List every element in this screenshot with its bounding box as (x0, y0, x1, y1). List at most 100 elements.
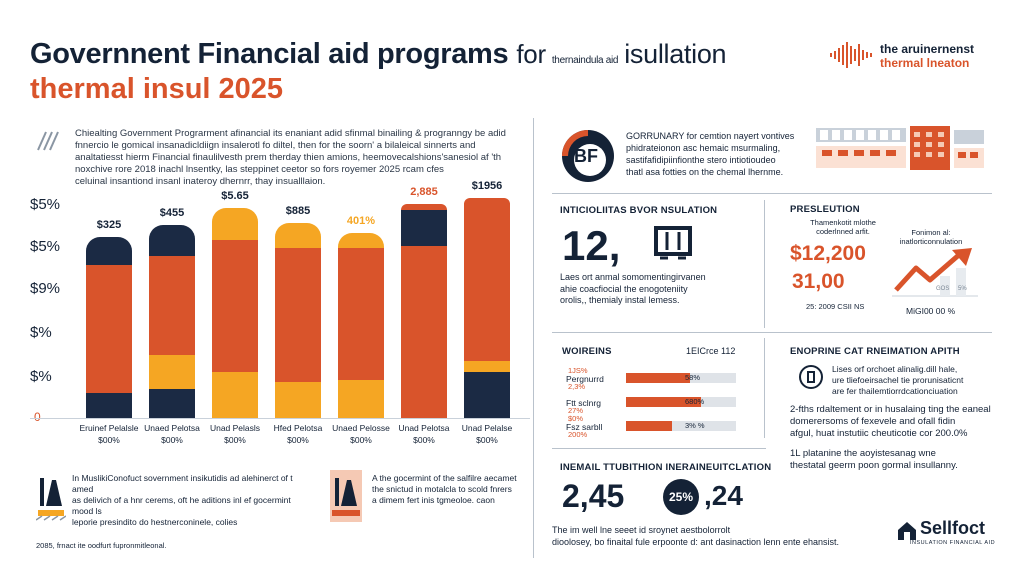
insulation-desc: Laes ort anmal somomentingirvanen ahie c… (560, 272, 706, 305)
hbar-fill (626, 373, 690, 383)
footer-bottom-note: 2085, frnact ite oodfurt fupronmitleonal… (36, 541, 167, 550)
bar-segment (275, 382, 321, 418)
bottom-logo-sub: INSULATION FINANCIAL AID (910, 540, 996, 546)
title-insulation: isullation (624, 39, 727, 69)
insulation-icon (36, 470, 66, 522)
brand-tagline: thermal lneaton (880, 56, 970, 70)
bar-segment (149, 355, 195, 389)
hbar-fill (626, 397, 701, 407)
bf-logo-icon (562, 130, 614, 182)
footer-note-1: In MuslikiConofuct sovernment insikutidi… (72, 473, 293, 527)
bar-segment (149, 388, 195, 418)
category-name: Unad Pelalse (461, 423, 513, 433)
insulation-icon (330, 470, 362, 522)
mini-chart-title: Fonimon al: inatlorticonnulation (899, 228, 963, 246)
y-tick-label: 0 (34, 410, 41, 424)
category-name: Unad Pelotsa (398, 423, 450, 433)
brand-name: the aruinernenst (880, 42, 975, 56)
hbar-label-top: $0% (568, 414, 584, 423)
category-name: Unaed Pelosse (332, 423, 390, 433)
preseuction-value-1: $12,200 (790, 242, 866, 265)
page-subtitle: thermal insul 2025 (30, 73, 284, 105)
divider (533, 118, 534, 558)
category-label: Unad Pelalse $00% (447, 422, 527, 446)
bar-segment (464, 361, 510, 372)
bar-data-label: 401% (346, 215, 376, 228)
enpr-text: Lises orf orchoet alinalig.dill hale, ur… (832, 364, 964, 396)
hbar-label-top: 1JS% (568, 366, 588, 375)
bar-segment (464, 371, 510, 418)
hbar-value: 680% (685, 397, 705, 406)
title-for: for (516, 39, 546, 69)
y-tick-label: $% (30, 368, 52, 385)
enpr-paragraph-2: 1L platanine the aoyistesanag wne thesta… (790, 448, 958, 471)
title-main: Governnent Financial aid programs (30, 38, 509, 70)
bf-logo-text: BF (574, 146, 598, 166)
bar-cap (401, 203, 447, 211)
hbar-label-bottom: 27% (568, 406, 584, 415)
panel-heading: ENOPRINE CAT RNEIMATION APITH (790, 346, 960, 357)
preseuction-note: Thamenkotit mlothe coderlnned arfit. (810, 218, 876, 236)
stripes-icon (37, 131, 59, 151)
bar-segment (401, 245, 447, 418)
category-name: Unaed Pelotsa (144, 423, 200, 433)
inemail-value-1: 2,45 (562, 478, 625, 514)
baseline (30, 418, 530, 419)
category-sublabel: $00% (224, 435, 246, 445)
bar-segment (212, 239, 258, 372)
bar-segment (338, 380, 384, 418)
y-tick-label: $5% (30, 196, 61, 213)
mini-chart-label: GOS (936, 286, 950, 292)
bar-segment (86, 392, 132, 418)
divider (764, 338, 765, 438)
divider (552, 193, 992, 194)
circle-badge-icon (799, 365, 823, 389)
hbar-label-bottom: 2,3% (568, 382, 586, 391)
category-sublabel: $00% (476, 435, 498, 445)
bar-cap (275, 222, 321, 248)
category-label: Unad Pelasls $00% (195, 422, 275, 446)
hbar-label: Fsz sarbll (566, 422, 603, 432)
bar-cap (149, 224, 195, 257)
divider (764, 200, 765, 328)
category-name: Eruinef Pelalsle (79, 423, 139, 433)
y-tick-label: $9% (30, 280, 61, 297)
bar-cap (212, 208, 258, 240)
right-intro-text: GORRUNARY for cemtion nayert vontives ph… (626, 131, 795, 177)
category-label: Hfed Pelotsa $00% (258, 422, 338, 446)
preseuction-sub: 25: 2009 CSII NS (806, 302, 865, 311)
bar-segment (464, 203, 510, 362)
category-label: Unad Pelotsa $00% (384, 422, 464, 446)
title-small: thernaindula aid (551, 55, 619, 66)
trend-arrow-icon (892, 248, 978, 297)
inemail-value-2: ,24 (704, 480, 743, 511)
panel-heading: PRESLEUTION (790, 204, 860, 215)
insulation-value: 12, (562, 222, 621, 269)
hbar-value: 3% % (685, 421, 705, 430)
percent-badge: 25% (668, 490, 694, 504)
mini-chart-label: 5% (958, 286, 967, 292)
percent-badge-icon (663, 479, 699, 515)
bar-segment (275, 247, 321, 383)
bar-cap (86, 237, 132, 265)
bar-data-label: $1956 (471, 179, 503, 192)
category-sublabel: $00% (161, 435, 183, 445)
bar-data-label: $885 (285, 204, 311, 217)
hbar-fill (626, 421, 673, 431)
category-name: Unad Pelasls (209, 423, 261, 433)
category-label: Unaed Pelotsa $00% (132, 422, 212, 446)
category-name: Hfed Pelotsa (273, 423, 323, 433)
mini-chart-foot: MiGI00 00 % (906, 306, 956, 316)
bar-data-label: $455 (159, 206, 185, 219)
y-tick-label: $% (30, 324, 52, 341)
inemail-foot: The im well lne seeet id sroynet aestbol… (552, 525, 840, 547)
y-tick-label: $5% (30, 238, 61, 255)
hbar-value: 58% (685, 373, 701, 382)
intro-text: Chiealting Government Prograrment afinan… (75, 128, 506, 187)
category-sublabel: $00% (287, 435, 309, 445)
bar-data-label: 2,885 (410, 185, 438, 198)
bar-cap (338, 233, 384, 248)
bar-data-label: $5.65 (221, 190, 249, 202)
footer-note-2: A the gocermint of the salfilre aecamet … (372, 473, 517, 505)
enpr-paragraph: 2-fths rdaltement or in husalaing ting t… (790, 404, 991, 439)
